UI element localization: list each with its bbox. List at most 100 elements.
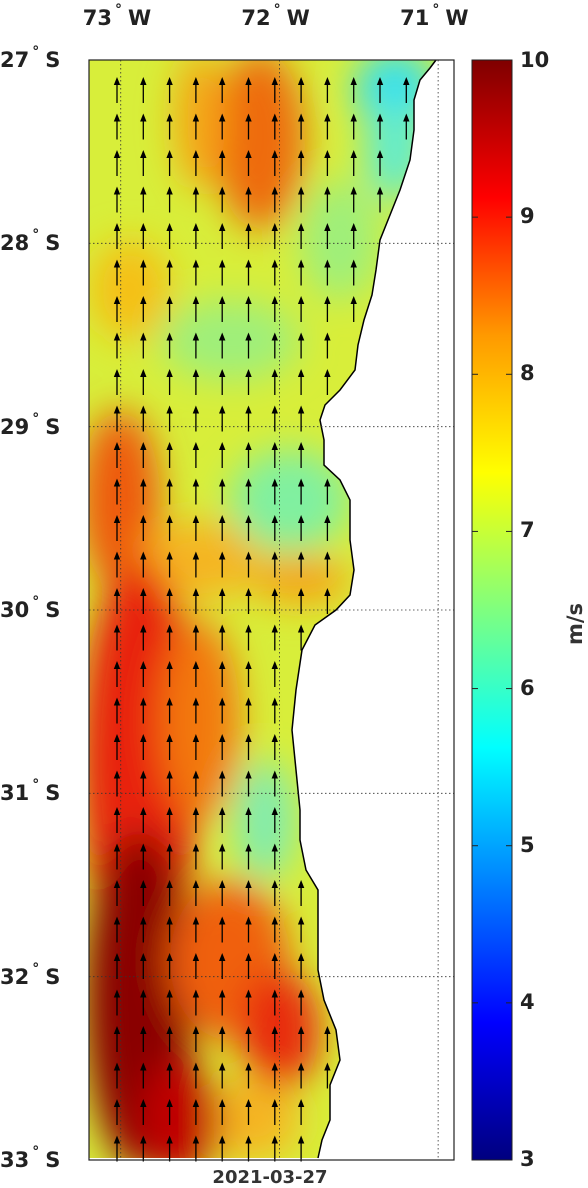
wind-arrow: [166, 661, 173, 687]
wind-arrow: [166, 953, 173, 979]
wind-arrow: [376, 113, 384, 140]
wind-arrow: [113, 624, 121, 651]
wind-arrow: [113, 186, 121, 213]
wind-arrow: [113, 1099, 121, 1125]
colorbar-tick-label: 3: [520, 1147, 535, 1171]
wind-arrow: [140, 77, 147, 103]
wind-arrow: [271, 150, 278, 176]
wind-arrow: [271, 442, 278, 468]
latitude-label: 31 ° S: [0, 777, 61, 806]
wind-arrow: [192, 77, 200, 103]
wind-arrow: [245, 186, 252, 213]
wind-arrow: [166, 880, 173, 906]
wind-arrow: [324, 150, 331, 176]
wind-arrow: [140, 1099, 147, 1125]
wind-arrow: [350, 77, 357, 103]
wind-arrow: [245, 624, 252, 651]
wind-arrow: [245, 661, 252, 687]
wind-arrow: [140, 296, 147, 322]
wind-arrow: [166, 1062, 173, 1089]
wind-arrow: [350, 259, 357, 286]
wind-arrow: [297, 1099, 305, 1125]
wind-arrow: [324, 1062, 331, 1089]
wind-arrow: [140, 551, 147, 578]
wind-arrow: [192, 697, 200, 724]
wind-arrow: [192, 661, 200, 687]
wind-arrow: [324, 369, 331, 395]
wind-arrow: [324, 186, 331, 213]
wind-arrow: [324, 296, 331, 322]
wind-arrow: [271, 77, 278, 103]
wind-arrow: [113, 1062, 121, 1089]
wind-arrow: [219, 442, 226, 468]
wind-arrow: [324, 77, 331, 103]
wind-arrow: [166, 989, 173, 1016]
wind-arrow: [219, 989, 226, 1016]
wind-arrow: [192, 332, 200, 359]
wind-arrow: [219, 1135, 226, 1162]
wind-arrow: [297, 113, 305, 140]
colorbar-tick-label: 5: [520, 832, 535, 857]
wind-arrow: [271, 515, 278, 541]
wind-arrow: [245, 843, 252, 870]
wind-arrow: [192, 624, 200, 651]
latitude-label: 29 ° S: [0, 410, 61, 439]
wind-arrow: [219, 405, 226, 432]
wind-arrow: [166, 1135, 173, 1162]
wind-arrow: [192, 113, 200, 140]
wind-arrow: [297, 551, 305, 578]
wind-arrow: [140, 989, 147, 1016]
wind-arrow: [297, 880, 305, 906]
wind-arrow: [219, 77, 226, 103]
wind-arrow: [166, 916, 173, 943]
wind-arrow: [245, 1099, 252, 1125]
colorbar-unit: m/s: [563, 602, 588, 646]
wind-arrow: [166, 478, 173, 505]
wind-arrow: [113, 989, 121, 1016]
colorbar-tick-label: 4: [520, 989, 535, 1014]
wind-arrow: [166, 223, 173, 249]
wind-arrow: [140, 588, 147, 614]
wind-arrow: [219, 916, 226, 943]
wind-arrow: [245, 259, 252, 286]
wind-arrow: [166, 405, 173, 432]
wind-arrow: [140, 259, 147, 286]
wind-arrow: [271, 186, 278, 213]
wind-arrow: [271, 807, 278, 833]
wind-arrow: [113, 259, 121, 286]
wind-arrow: [245, 77, 252, 103]
wind-arrow: [271, 478, 278, 505]
wind-arrow: [219, 259, 226, 286]
wind-arrow: [324, 113, 331, 140]
wind-arrow: [219, 332, 226, 359]
latitude-label: 32 ° S: [0, 960, 61, 989]
wind-arrow: [245, 442, 252, 468]
wind-arrow: [271, 1099, 278, 1125]
latitude-label: 28 ° S: [0, 227, 61, 256]
wind-arrow: [219, 113, 226, 140]
wind-arrow: [219, 515, 226, 541]
wind-arrow: [166, 369, 173, 395]
wind-arrow: [113, 880, 121, 906]
wind-arrow: [192, 442, 200, 468]
wind-arrow: [113, 770, 121, 797]
wind-arrow: [192, 734, 200, 760]
wind-arrow: [192, 1099, 200, 1125]
wind-arrow: [192, 223, 200, 249]
wind-arrow: [192, 770, 200, 797]
wind-arrow: [324, 478, 331, 505]
wind-arrow: [113, 369, 121, 395]
wind-arrow: [140, 1135, 147, 1162]
wind-arrow: [166, 807, 173, 833]
wind-arrow: [166, 150, 173, 176]
wind-arrow: [140, 515, 147, 541]
wind-arrow: [219, 1099, 226, 1125]
wind-arrow: [192, 150, 200, 176]
wind-arrow: [376, 186, 384, 213]
wind-arrow: [113, 807, 121, 833]
wind-arrow: [271, 369, 278, 395]
wind-arrow: [166, 332, 173, 359]
wind-arrow: [245, 807, 252, 833]
wind-arrow: [219, 296, 226, 322]
wind-arrow: [166, 515, 173, 541]
